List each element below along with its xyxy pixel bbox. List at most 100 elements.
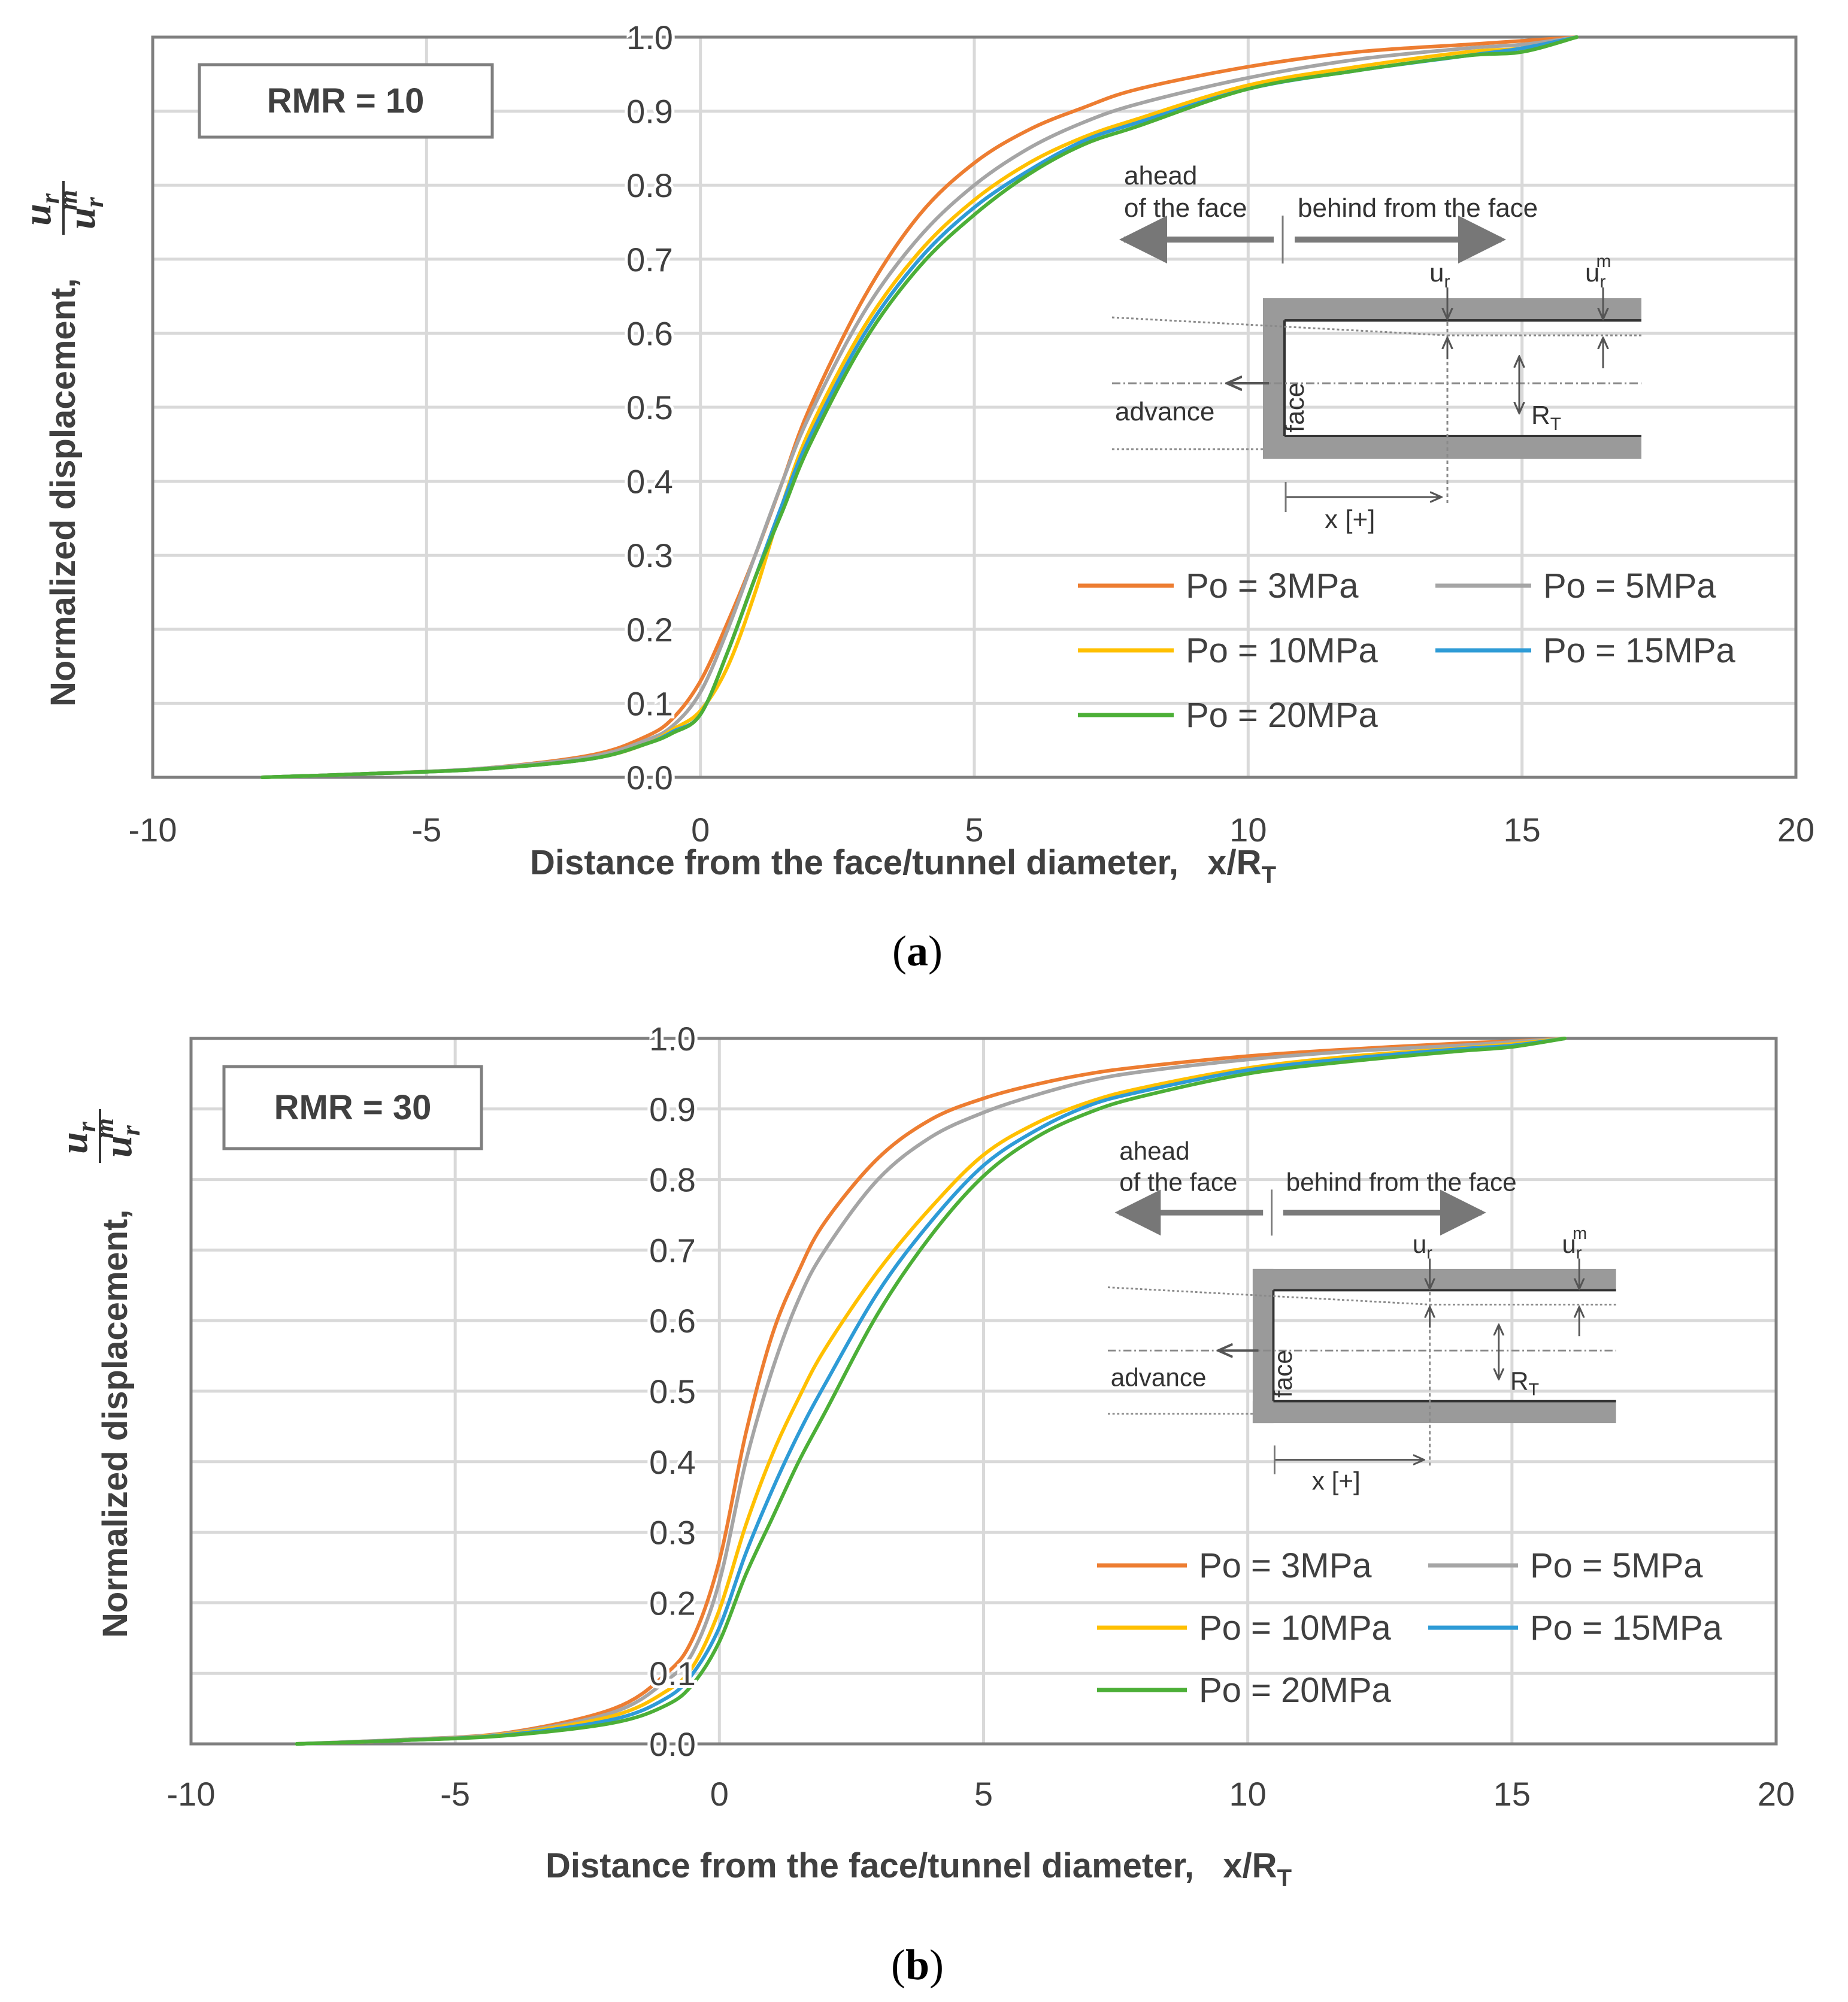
behind-label-b: behind from the face bbox=[1286, 1168, 1517, 1196]
frac-num-sub-a: r bbox=[35, 193, 65, 204]
x-tick-label-b: -5 bbox=[440, 1775, 470, 1813]
frac-den-sub-b: r bbox=[116, 1125, 146, 1135]
rt-label-a: R bbox=[1531, 401, 1550, 430]
series-line-a-po5 bbox=[260, 35, 1579, 779]
x-tick-label-b: 10 bbox=[1229, 1775, 1267, 1813]
caption-letter-a: a bbox=[907, 927, 928, 975]
chart-panel-b: 0.0 0.1 0.2 0.3 0.4 0.5 0.6 0.7 0.8 0.9 1.0 -10 -5 0… bbox=[52, 1017, 1795, 1989]
annotation-box-a bbox=[198, 63, 494, 139]
x-tick-label-a: -5 bbox=[411, 811, 441, 849]
y-axis-fraction-a: ur urm bbox=[16, 181, 109, 235]
y-tick-label-b: 0.8 bbox=[649, 1161, 696, 1199]
series-line-b-po20 bbox=[295, 1037, 1567, 1746]
legend-b: Po = 3MPa Po = 5MPa Po = 10MPa Po = 15MPa Po… bbox=[1097, 1546, 1723, 1710]
series-line-b-po5 bbox=[295, 1037, 1567, 1746]
caption-b: (b) bbox=[891, 1941, 944, 1989]
y-tick-label-a: 0.6 bbox=[626, 314, 673, 352]
y-tick-label-a: 0.5 bbox=[626, 389, 673, 426]
svg-text:urm: urm bbox=[90, 1118, 146, 1158]
legend-label-a-po3: Po = 3MPa bbox=[1186, 567, 1359, 605]
y-tick-label-a: 0.3 bbox=[626, 537, 673, 574]
svg-text:urm: urm bbox=[53, 190, 109, 229]
svg-text:ur: ur bbox=[1429, 258, 1450, 292]
face-label-a: face bbox=[1280, 383, 1310, 432]
svg-text:urm: urm bbox=[1562, 1224, 1587, 1263]
x-tick-label-b: -10 bbox=[167, 1775, 216, 1813]
x-tick-label-a: 5 bbox=[965, 811, 983, 849]
x-axis-label-sub-a: T bbox=[1262, 862, 1276, 888]
frac-den-sup-b: m bbox=[90, 1118, 119, 1138]
svg-text:RT: RT bbox=[1531, 401, 1561, 434]
y-tick-labels-b: 0.0 0.1 0.2 0.3 0.4 0.5 0.6 0.7 0.8 0.9 1.0 bbox=[646, 1017, 699, 1766]
y-axis-fraction-b: ur urm bbox=[52, 1109, 146, 1163]
x-tick-labels-a: -10 -5 0 5 10 15 20 bbox=[129, 811, 1815, 849]
legend-label-b-po10: Po = 10MPa bbox=[1199, 1609, 1392, 1647]
y-axis-label-text-b: Normalized displacement, bbox=[96, 1209, 135, 1638]
y-tick-label-a: 0.8 bbox=[626, 166, 673, 204]
svg-text:ur: ur bbox=[1413, 1230, 1433, 1263]
x-axis-label-a: Distance from the face/tunnel diameter, … bbox=[530, 843, 1276, 888]
y-tick-label-b: 0.9 bbox=[649, 1091, 696, 1128]
behind-label-a: behind from the face bbox=[1298, 193, 1538, 223]
series-line-b-po10 bbox=[295, 1037, 1567, 1746]
frac-den-a: u bbox=[60, 207, 104, 229]
face-label-b: face bbox=[1269, 1350, 1297, 1398]
y-axis-label-b: Normalized displacement, bbox=[96, 1209, 135, 1638]
urm-label-b: u bbox=[1562, 1230, 1576, 1258]
legend-label-b-po15: Po = 15MPa bbox=[1530, 1609, 1723, 1647]
tunnel-diagram-b: ahead of the face behind from the face bbox=[1107, 1137, 1616, 1495]
annotation-text-a: RMR = 10 bbox=[267, 81, 425, 120]
ahead-label-line1-a: ahead bbox=[1124, 161, 1197, 190]
x-plus-label-b: x [+] bbox=[1312, 1467, 1361, 1495]
y-axis-label-text-a: Normalized displacement, bbox=[44, 278, 83, 707]
frac-num-a: u bbox=[16, 204, 59, 226]
urm-sup-b: m bbox=[1573, 1224, 1587, 1243]
legend-label-b-po20: Po = 20MPa bbox=[1199, 1671, 1392, 1710]
advance-label-b: advance bbox=[1111, 1364, 1207, 1392]
y-axis-label-a: Normalized displacement, bbox=[44, 278, 83, 707]
legend-label-a-po10: Po = 10MPa bbox=[1186, 631, 1379, 670]
y-tick-label-b: 0.5 bbox=[649, 1373, 696, 1410]
y-tick-label-b: 0.4 bbox=[649, 1443, 696, 1481]
svg-text:ur: ur bbox=[16, 193, 65, 226]
rt-label-b: R bbox=[1510, 1367, 1529, 1395]
ur-sub-a: r bbox=[1444, 272, 1450, 292]
x-tick-label-a: 15 bbox=[1504, 811, 1541, 849]
series-line-a-po20 bbox=[260, 35, 1579, 779]
x-tick-label-b: 5 bbox=[974, 1775, 993, 1813]
y-tick-label-a: 0.4 bbox=[626, 463, 673, 501]
x-tick-label-a: 10 bbox=[1229, 811, 1267, 849]
svg-text:ur: ur bbox=[52, 1121, 101, 1154]
legend-label-a-po5: Po = 5MPa bbox=[1543, 567, 1716, 605]
plot-frame-b bbox=[189, 1037, 1778, 1746]
x-axis-label-b: Distance from the face/tunnel diameter, … bbox=[546, 1846, 1292, 1891]
urm-label-a: u bbox=[1585, 258, 1599, 287]
y-tick-label-b: 0.1 bbox=[649, 1655, 696, 1692]
urm-sub-a: r bbox=[1599, 272, 1605, 292]
x-plus-label-a: x [+] bbox=[1325, 505, 1375, 534]
y-tick-label-a: 1.0 bbox=[626, 19, 673, 56]
caption-a: (a) bbox=[892, 927, 943, 975]
y-tick-label-b: 0.0 bbox=[649, 1725, 696, 1763]
x-axis-label-sub-b: T bbox=[1277, 1865, 1292, 1891]
ur-label-a: u bbox=[1429, 258, 1444, 287]
y-tick-label-a: 0.2 bbox=[626, 611, 673, 649]
y-tick-label-b: 1.0 bbox=[649, 1020, 696, 1058]
series-line-b-po3 bbox=[295, 1037, 1567, 1746]
chart-panel-a: 0.0 0.1 0.2 0.3 0.4 0.5 0.6 0.7 0.8 0.9 1.0 -10 -5 0… bbox=[16, 16, 1815, 975]
x-tick-label-b: 20 bbox=[1758, 1775, 1795, 1813]
frac-num-sub-b: r bbox=[72, 1121, 101, 1132]
y-tick-label-a: 0.0 bbox=[626, 759, 673, 796]
y-tick-label-b: 0.3 bbox=[649, 1514, 696, 1552]
y-tick-label-b: 0.2 bbox=[649, 1584, 696, 1622]
ahead-label-line1-b: ahead bbox=[1119, 1137, 1189, 1165]
legend-label-a-po20: Po = 20MPa bbox=[1186, 696, 1379, 735]
frac-den-b: u bbox=[96, 1135, 140, 1158]
legend-label-b-po3: Po = 3MPa bbox=[1199, 1546, 1372, 1585]
y-tick-label-b: 0.7 bbox=[649, 1231, 696, 1269]
legend-label-a-po15: Po = 15MPa bbox=[1543, 631, 1736, 670]
y-tick-label-b: 0.6 bbox=[649, 1302, 696, 1340]
x-tick-label-b: 15 bbox=[1493, 1775, 1531, 1813]
tunnel-diagram-a: ahead of the face behind from the face bbox=[1111, 161, 1641, 534]
